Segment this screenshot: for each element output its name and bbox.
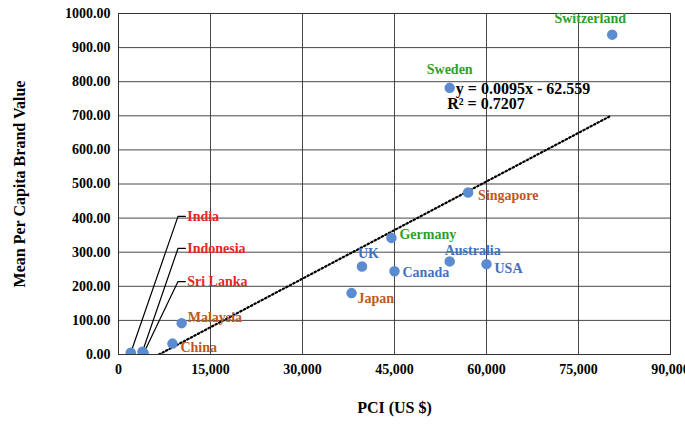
svg-text:Australia: Australia	[445, 243, 501, 258]
svg-text:Canada: Canada	[403, 265, 450, 280]
svg-text:Indonesia: Indonesia	[187, 241, 245, 256]
svg-text:India: India	[187, 209, 219, 224]
svg-text:Malaysia: Malaysia	[188, 310, 242, 325]
svg-text:200.00: 200.00	[72, 279, 111, 294]
svg-text:Sweden: Sweden	[427, 62, 473, 77]
svg-text:Mean Per Capita Brand Value: Mean Per Capita Brand Value	[11, 81, 29, 288]
svg-text:900.00: 900.00	[72, 40, 111, 55]
svg-text:300.00: 300.00	[72, 245, 111, 260]
svg-text:800.00: 800.00	[72, 74, 111, 89]
svg-text:Japan: Japan	[358, 291, 395, 306]
svg-text:y = 0.0095x - 62.559: y = 0.0095x - 62.559	[455, 79, 591, 97]
svg-text:R² = 0.7207: R² = 0.7207	[447, 95, 524, 112]
svg-text:100.00: 100.00	[72, 313, 111, 328]
svg-text:600.00: 600.00	[72, 142, 111, 157]
svg-text:60,000: 60,000	[467, 362, 506, 377]
svg-text:700.00: 700.00	[72, 108, 111, 123]
svg-text:0.00: 0.00	[86, 347, 111, 362]
svg-text:45,000: 45,000	[375, 362, 414, 377]
svg-text:Sri Lanka: Sri Lanka	[187, 274, 247, 289]
svg-text:PCI (US $): PCI (US $)	[357, 399, 432, 417]
svg-text:Germany: Germany	[399, 227, 456, 242]
svg-text:USA: USA	[495, 261, 524, 276]
svg-text:75,000: 75,000	[559, 362, 598, 377]
svg-text:500.00: 500.00	[72, 176, 111, 191]
svg-text:China: China	[180, 340, 217, 355]
svg-text:Singapore: Singapore	[478, 188, 538, 203]
svg-text:90,000: 90,000	[651, 362, 685, 377]
svg-text:UK: UK	[358, 246, 379, 261]
svg-text:0: 0	[115, 362, 122, 377]
svg-text:30,000: 30,000	[283, 362, 322, 377]
svg-text:1000.00: 1000.00	[65, 6, 111, 21]
svg-text:Switzerland: Switzerland	[554, 11, 626, 26]
svg-text:400.00: 400.00	[72, 211, 111, 226]
svg-text:15,000: 15,000	[191, 362, 230, 377]
